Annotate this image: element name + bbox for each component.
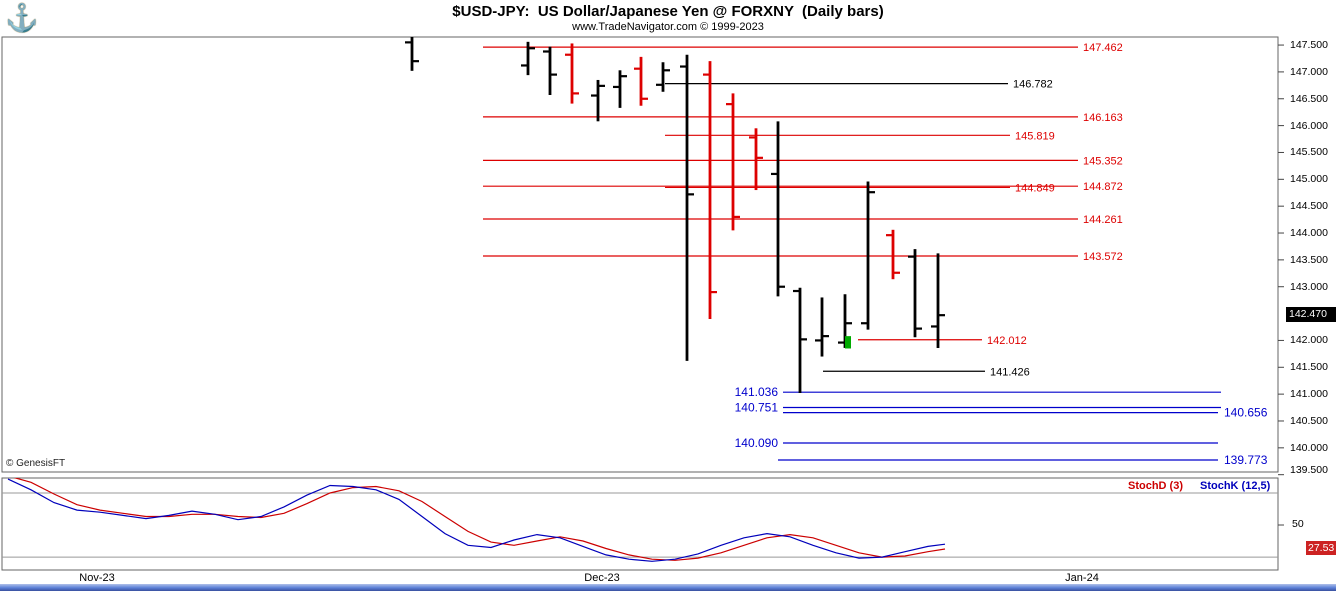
price-tick-label: 142.000 <box>1290 334 1328 347</box>
level-label-146.163: 146.163 <box>1083 112 1123 124</box>
horizontal-scrollbar[interactable] <box>0 584 1336 591</box>
time-axis-label-Nov-23: Nov-23 <box>79 572 115 584</box>
level-label-140.656: 140.656 <box>1224 406 1268 420</box>
price-tick-label: 139.500 <box>1290 464 1328 476</box>
genesisft-watermark: © GenesisFT <box>6 458 66 469</box>
level-label-142.012: 142.012 <box>987 335 1027 347</box>
stochd-legend-label[interactable]: StochD (3) <box>1128 480 1183 492</box>
last-price-badge: 142.470 <box>1286 307 1336 322</box>
stoch-panel-frame <box>1 477 1279 571</box>
level-label-141.426: 141.426 <box>990 366 1030 378</box>
price-tick-label: 144.000 <box>1290 227 1328 240</box>
genesis-logo-icon: ⚓ <box>5 3 39 33</box>
price-tick-label: 140.500 <box>1290 414 1328 427</box>
price-tick-label: 147.000 <box>1290 65 1328 78</box>
level-label-145.819: 145.819 <box>1015 130 1055 142</box>
price-level-lines <box>483 46 1221 461</box>
price-tick-label: 144.500 <box>1290 200 1328 213</box>
level-label-145.352: 145.352 <box>1083 155 1123 167</box>
price-tick-label: 141.000 <box>1290 388 1328 401</box>
stoch-last-value-badge: 27.53 <box>1306 541 1336 555</box>
level-label-146.782: 146.782 <box>1013 79 1053 91</box>
price-tick-label: 145.000 <box>1290 173 1328 186</box>
stoch-axis-mid-label: 50 <box>1292 518 1304 530</box>
level-label-140.090: 140.090 <box>735 436 779 450</box>
time-axis-label-Dec-23: Dec-23 <box>584 572 620 584</box>
stochk-legend-label[interactable]: StochK (12,5) <box>1200 480 1271 492</box>
level-label-147.462: 147.462 <box>1083 42 1123 54</box>
chart-title: $USD-JPY: US Dollar/Japanese Yen @ FORXN… <box>452 3 884 20</box>
price-bars <box>405 37 945 394</box>
price-tick-label: 145.500 <box>1290 146 1328 159</box>
price-tick-label: 143.000 <box>1290 280 1328 293</box>
level-label-144.261: 144.261 <box>1083 214 1123 226</box>
chart-subtitle: www.TradeNavigator.com © 1999-2023 <box>572 21 764 33</box>
main-chart-frame <box>1 36 1279 473</box>
price-tick-label: 147.500 <box>1290 39 1328 52</box>
time-axis-label-Jan-24: Jan-24 <box>1065 572 1099 584</box>
level-label-139.773: 139.773 <box>1224 453 1268 467</box>
price-tick-label: 146.000 <box>1290 119 1328 132</box>
price-tick-label: 141.500 <box>1290 361 1328 374</box>
stoch-curve-k <box>7 478 946 562</box>
price-tick-label: 146.500 <box>1290 92 1328 105</box>
level-label-141.036: 141.036 <box>735 385 779 399</box>
price-tick-label: 140.000 <box>1290 441 1328 454</box>
level-label-143.572: 143.572 <box>1083 251 1123 263</box>
level-label-144.872: 144.872 <box>1083 181 1123 193</box>
price-level-labels: 147.462 146.782 146.163 145.819 145.352 144.8… <box>735 42 1268 467</box>
level-label-144.849: 144.849 <box>1015 182 1055 194</box>
level-label-140.751: 140.751 <box>735 401 779 415</box>
price-tick-label: 143.500 <box>1290 253 1328 266</box>
